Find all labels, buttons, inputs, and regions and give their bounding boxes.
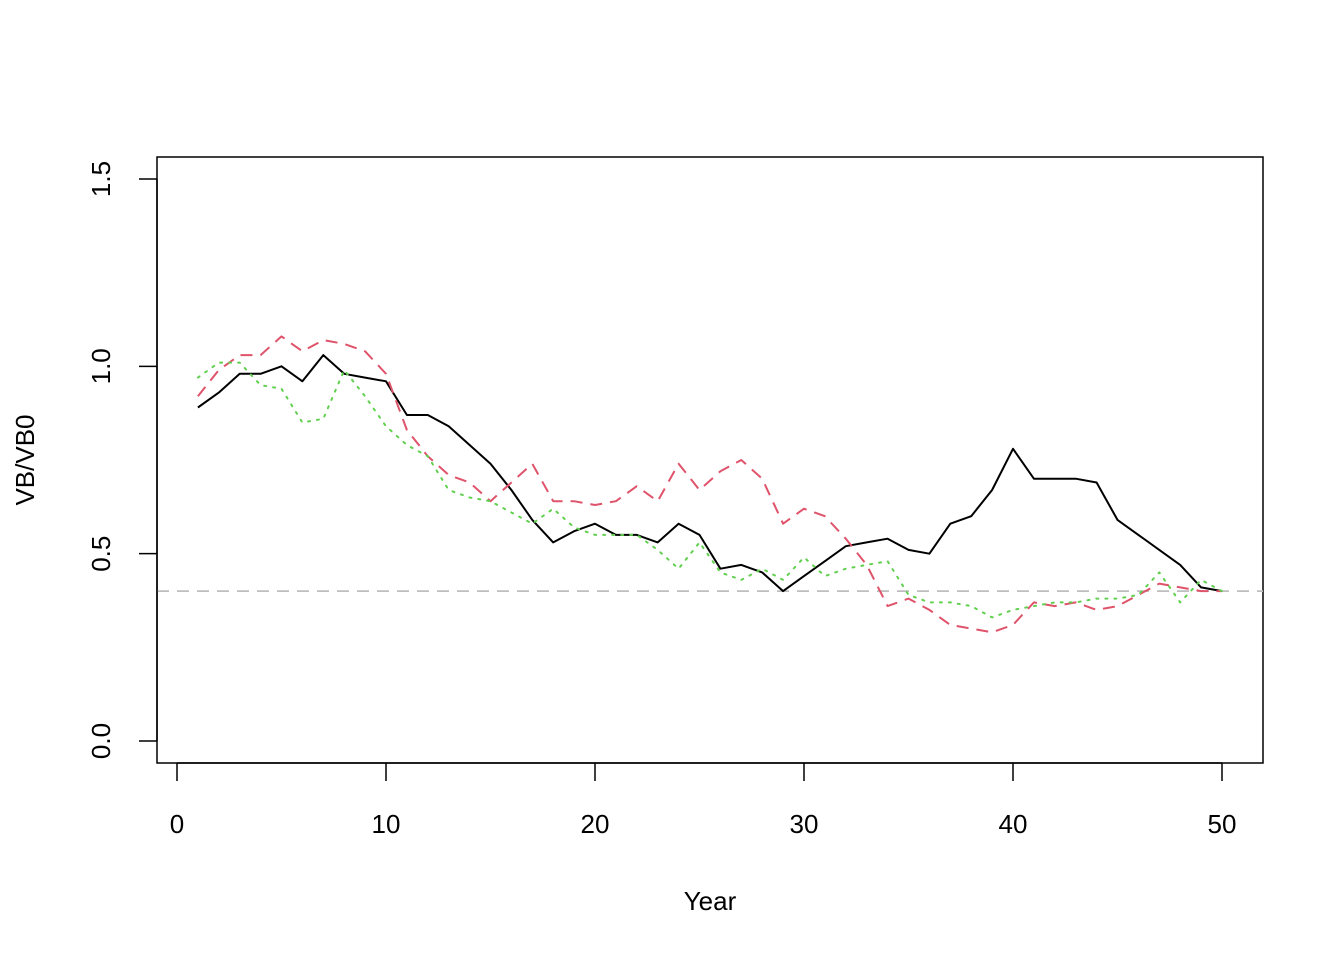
plot-box (156, 156, 1264, 764)
x-axis: 0 10 20 30 40 50 (170, 762, 1237, 839)
x-tick-label: 0 (170, 809, 184, 839)
x-tick-label: 20 (581, 809, 610, 839)
x-tick-label: 40 (999, 809, 1028, 839)
x-tick-label: 30 (790, 809, 819, 839)
series-line-1 (197, 354, 1223, 593)
series-line-3 (196, 361, 1223, 619)
y-tick-label: 1.5 (86, 161, 116, 197)
x-tick-label: 50 (1208, 809, 1237, 839)
y-tick-label: 0.0 (86, 723, 116, 759)
y-tick-label: 0.5 (86, 536, 116, 572)
y-axis: 0.0 0.5 1.0 1.5 (86, 161, 158, 759)
series-layer (196, 335, 1223, 634)
x-axis-label: Year (684, 886, 737, 916)
series-line-2 (197, 335, 1222, 634)
y-tick-label: 1.0 (86, 348, 116, 384)
x-tick-label: 10 (372, 809, 401, 839)
y-axis-label: VB/VB0 (10, 414, 40, 505)
